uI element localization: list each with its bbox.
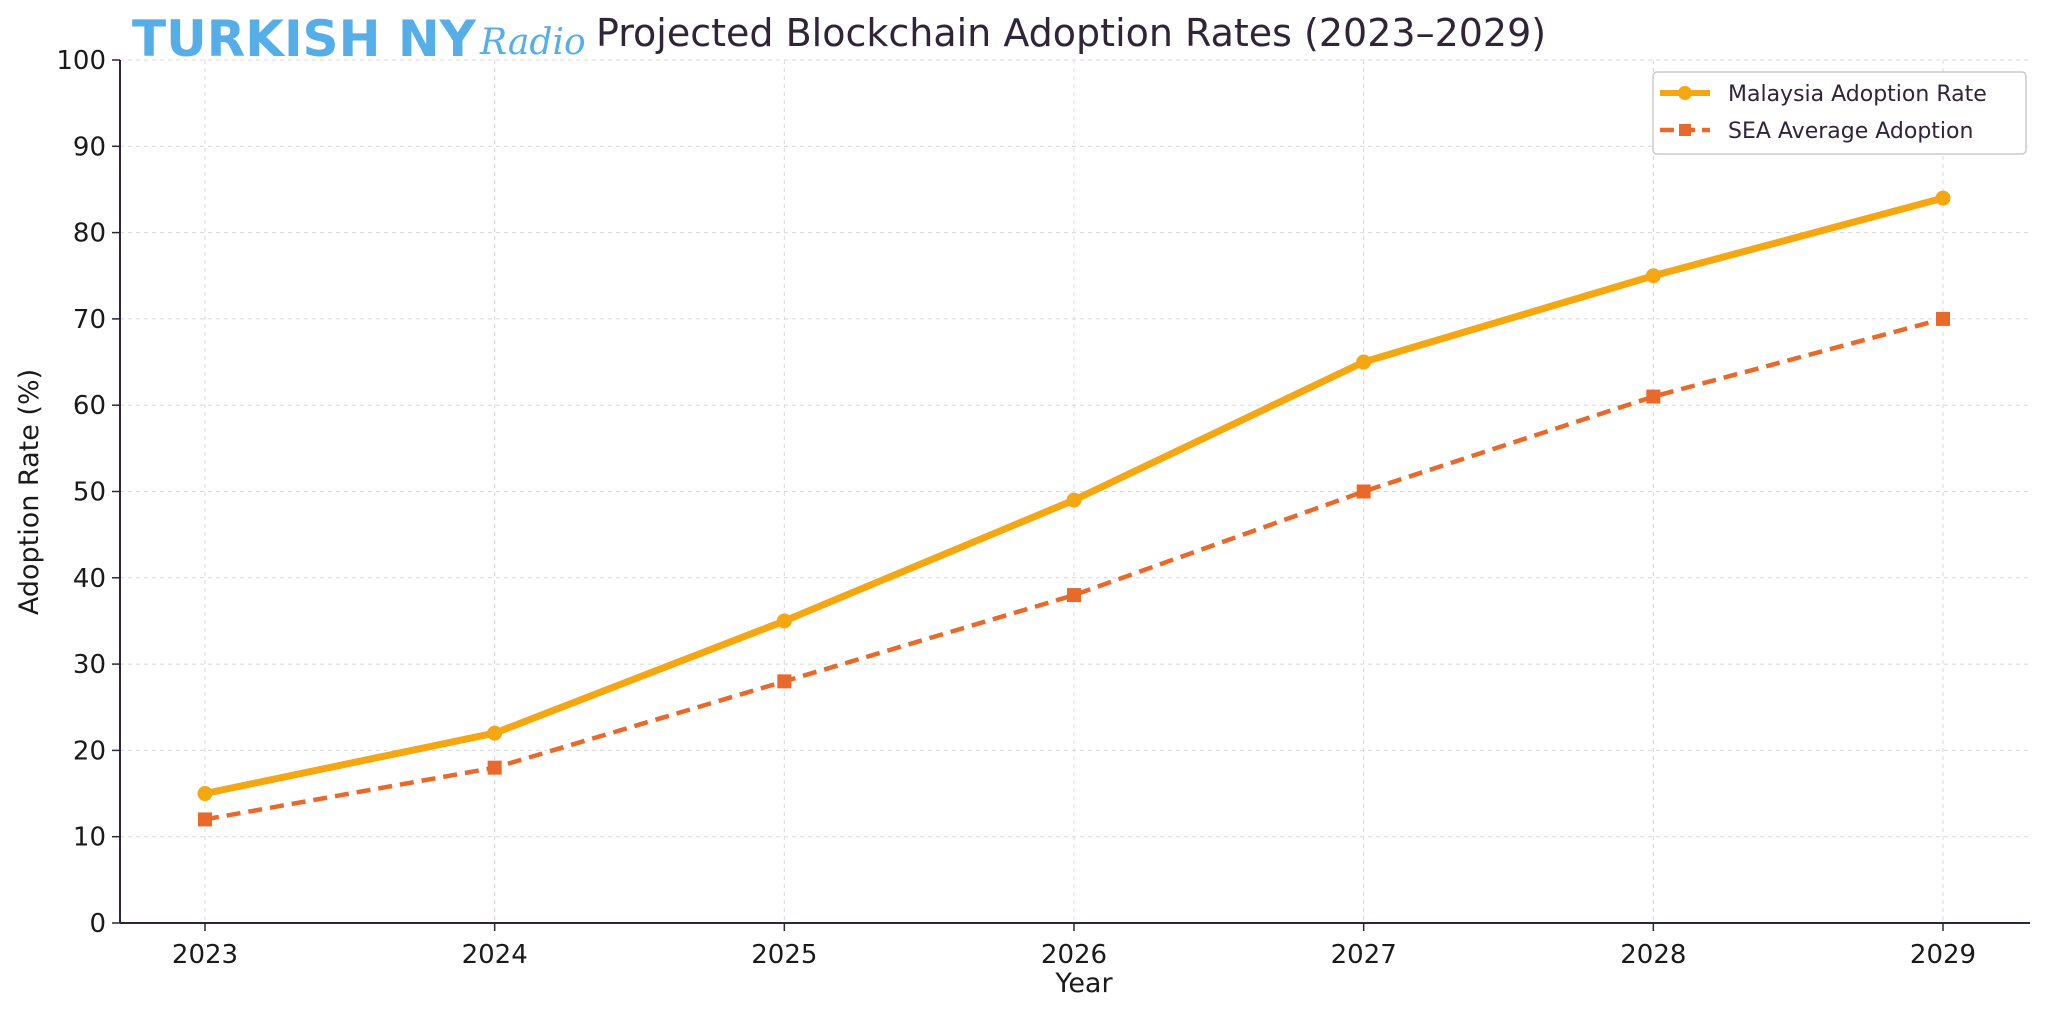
data-point-sea-average-adoption xyxy=(1936,311,1950,326)
x-tick-label: 2026 xyxy=(1041,940,1107,970)
data-point-malaysia-adoption-rate xyxy=(1066,492,1082,508)
data-point-sea-average-adoption xyxy=(1067,588,1081,603)
x-tick-label: 2024 xyxy=(462,940,528,970)
legend-frame xyxy=(1652,71,2027,155)
y-tick-label: 60 xyxy=(73,391,106,421)
legend-sea-label: SEA Average Adoption xyxy=(1728,119,1973,144)
y-tick-label: 90 xyxy=(73,132,106,162)
data-point-sea-average-adoption xyxy=(198,812,212,827)
y-tick-label: 70 xyxy=(73,305,106,335)
chart-title: Projected Blockchain Adoption Rates (202… xyxy=(596,11,1546,55)
y-tick-label: 80 xyxy=(73,219,106,249)
data-point-sea-average-adoption xyxy=(1356,484,1371,499)
x-tick-label: 2029 xyxy=(1910,940,1976,970)
y-tick-label: 0 xyxy=(89,909,106,939)
x-axis-label: Year xyxy=(1054,968,1113,999)
x-tick-label: 2027 xyxy=(1331,940,1397,970)
header: TURKISH NY Radio Projected Blockchain Ad… xyxy=(132,10,1546,68)
y-axis-label: Adoption Rate (%) xyxy=(14,369,45,615)
data-point-sea-average-adoption xyxy=(777,674,792,689)
x-tick-label: 2025 xyxy=(751,940,817,970)
data-point-malaysia-adoption-rate xyxy=(1645,268,1661,284)
legend: Malaysia Adoption Rate SEA Average Adopt… xyxy=(1652,71,2027,155)
legend-malaysia-marker xyxy=(1678,86,1692,100)
y-tick-label: 10 xyxy=(73,823,106,853)
data-point-sea-average-adoption xyxy=(487,760,502,775)
y-tick-label: 40 xyxy=(73,564,106,594)
data-point-sea-average-adoption xyxy=(1646,389,1661,404)
grid xyxy=(120,59,2030,924)
data-point-malaysia-adoption-rate xyxy=(487,725,503,741)
x-tick-label: 2023 xyxy=(172,940,238,970)
legend-malaysia-label: Malaysia Adoption Rate xyxy=(1728,82,1987,107)
y-tick-label: 30 xyxy=(73,650,106,680)
data-point-malaysia-adoption-rate xyxy=(1356,354,1372,370)
logo-script: Radio xyxy=(479,22,586,63)
y-tick-label: 50 xyxy=(73,478,106,508)
series-line-sea-average-adoption xyxy=(204,316,1944,822)
ticks: 0 10 20 30 40 50 60 70 80 90 100 2023 2024 2025 2026 20… xyxy=(56,46,1976,970)
series xyxy=(197,190,1951,827)
logo-wordmark: TURKISH NY xyxy=(132,10,477,68)
x-tick-label: 2028 xyxy=(1620,940,1686,970)
data-point-malaysia-adoption-rate xyxy=(776,613,792,629)
data-point-malaysia-adoption-rate xyxy=(197,786,213,802)
y-tick-label: 100 xyxy=(56,46,106,76)
data-point-malaysia-adoption-rate xyxy=(1935,190,1951,206)
y-tick-label: 20 xyxy=(73,736,106,766)
legend-sea-marker xyxy=(1679,124,1691,136)
